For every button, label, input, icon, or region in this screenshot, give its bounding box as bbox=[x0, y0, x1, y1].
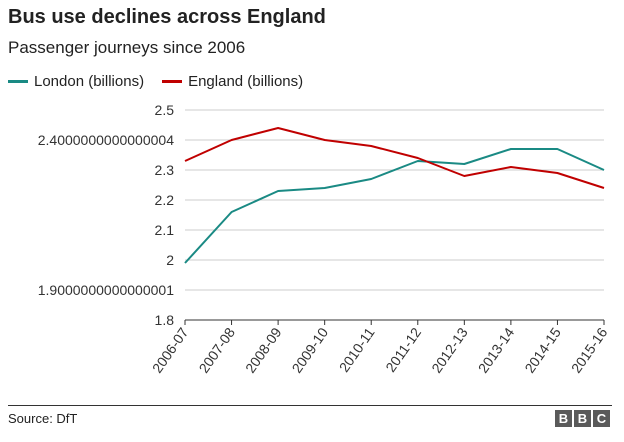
legend-label-london: London (billions) bbox=[34, 73, 145, 90]
legend-label-england: England (billions) bbox=[188, 73, 304, 90]
legend-swatch-england bbox=[162, 80, 183, 83]
x-tick-label: 2009-10 bbox=[289, 324, 332, 375]
bbc-logo-letter-1: B bbox=[555, 410, 572, 427]
x-tick-label: 2006-07 bbox=[149, 324, 192, 375]
y-tick-label: 2.2 bbox=[155, 192, 175, 208]
bbc-logo-letter-2: B bbox=[574, 410, 591, 427]
x-tick-label: 2010-11 bbox=[336, 324, 378, 375]
y-tick-label: 2 bbox=[166, 252, 174, 268]
y-tick-label: 2.4000000000000004 bbox=[38, 132, 174, 148]
x-tick-label: 2008-09 bbox=[242, 324, 285, 375]
y-tick-label: 1.8 bbox=[155, 312, 175, 328]
x-tick-label: 2011-12 bbox=[382, 324, 424, 375]
x-tick-label: 2015-16 bbox=[568, 324, 611, 375]
footer-divider bbox=[8, 405, 612, 406]
legend-swatch-london bbox=[8, 80, 28, 83]
source-label: Source: DfT bbox=[8, 411, 78, 426]
chart-subtitle: Passenger journeys since 2006 bbox=[8, 38, 246, 57]
x-tick-label: 2013-14 bbox=[475, 324, 518, 375]
chart-legend: London (billions) England (billions) bbox=[8, 73, 321, 90]
legend-item-england: England (billions) bbox=[162, 73, 303, 90]
y-tick-label: 2.3 bbox=[155, 162, 175, 178]
y-tick-label: 1.9000000000000001 bbox=[38, 282, 174, 298]
chart-title: Bus use declines across England bbox=[8, 6, 326, 28]
series-line-england bbox=[184, 127, 605, 189]
legend-item-london: London (billions) bbox=[8, 73, 144, 90]
x-tick-label: 2014-15 bbox=[521, 324, 564, 375]
y-tick-label: 2.5 bbox=[155, 102, 175, 118]
x-tick-label: 2007-08 bbox=[195, 324, 238, 375]
y-tick-label: 2.1 bbox=[155, 222, 175, 238]
bbc-logo-letter-3: C bbox=[593, 410, 610, 427]
x-tick-label: 2012-13 bbox=[428, 324, 471, 375]
series-line-london bbox=[184, 148, 605, 264]
bbc-logo: B B C bbox=[555, 410, 610, 427]
